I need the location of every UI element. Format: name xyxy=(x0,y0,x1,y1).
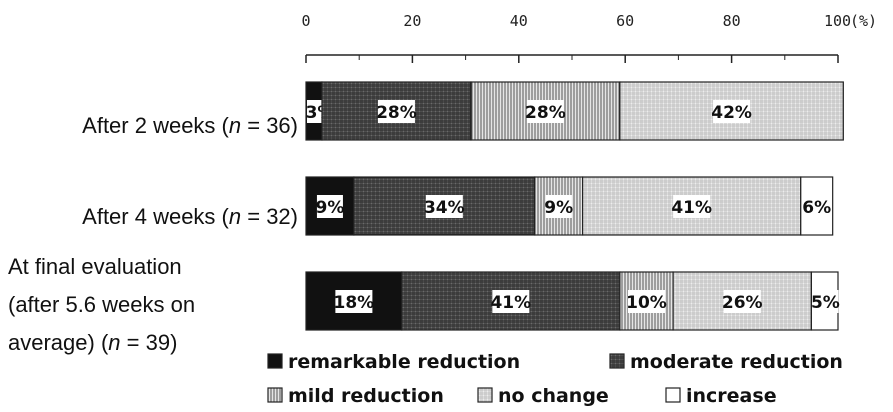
data-label-box xyxy=(377,100,415,123)
data-label: 34% xyxy=(424,198,465,218)
x-tick-label: 40 xyxy=(510,12,528,30)
category-labels: After 2 weeks (n = 36) After 4 weeks (n =… xyxy=(8,113,298,355)
category-label: At final evaluation xyxy=(8,254,182,279)
data-label-box xyxy=(425,195,463,218)
legend-label: remarkable reduction xyxy=(288,351,520,373)
category-label: average) (n = 39) xyxy=(8,330,177,355)
legend-label: increase xyxy=(686,385,777,407)
legend-label: mild reduction xyxy=(288,385,444,407)
x-tick-label: 20 xyxy=(403,12,421,30)
legend-swatch xyxy=(267,353,283,369)
data-label: 18% xyxy=(334,293,375,313)
bar-segment xyxy=(619,81,844,141)
legend-label: no change xyxy=(498,385,609,407)
legend-swatch xyxy=(609,353,625,369)
data-label-box xyxy=(673,195,711,218)
data-label-box xyxy=(335,290,373,313)
legend-label: moderate reduction xyxy=(630,351,843,373)
x-tick-label: 60 xyxy=(616,12,634,30)
legend-swatch xyxy=(477,387,493,403)
x-axis: 0 20 40 60 80 100(%) xyxy=(301,12,877,63)
data-label: 5% xyxy=(811,293,840,313)
data-label: 41% xyxy=(671,198,712,218)
data-label: 9% xyxy=(316,198,345,218)
data-label-box xyxy=(713,100,751,123)
x-tick-label: 0 xyxy=(301,12,310,30)
x-tick-label: 100 xyxy=(824,12,851,30)
data-label-box xyxy=(316,195,343,218)
data-label-box xyxy=(492,290,530,313)
legend: remarkable reduction moderate reduction mi… xyxy=(267,351,843,407)
data-label: 10% xyxy=(626,293,667,313)
category-label: (after 5.6 weeks on xyxy=(8,292,195,317)
data-label: 6% xyxy=(802,198,831,218)
data-label-box xyxy=(545,195,572,218)
x-tick-label: 80 xyxy=(723,12,741,30)
bars: 3% 28% 28% 42%9% 34% 9% 41% 6%18% 41% 10% 26% 5% xyxy=(305,81,844,331)
data-label: 28% xyxy=(525,103,566,123)
legend-swatch xyxy=(665,387,681,403)
category-label: After 4 weeks (n = 32) xyxy=(82,204,298,229)
data-label-box xyxy=(812,290,839,313)
data-label: 26% xyxy=(722,293,763,313)
data-label: 28% xyxy=(376,103,417,123)
data-label-box xyxy=(526,100,564,123)
data-label: 42% xyxy=(711,103,752,123)
data-label-box xyxy=(803,195,830,218)
data-label: 41% xyxy=(490,293,531,313)
data-label-box xyxy=(723,290,761,313)
legend-swatch xyxy=(267,387,283,403)
category-label: After 2 weeks (n = 36) xyxy=(82,113,298,138)
data-label: 9% xyxy=(544,198,573,218)
data-label-box xyxy=(627,290,665,313)
x-axis-unit-label: (%) xyxy=(850,12,877,30)
